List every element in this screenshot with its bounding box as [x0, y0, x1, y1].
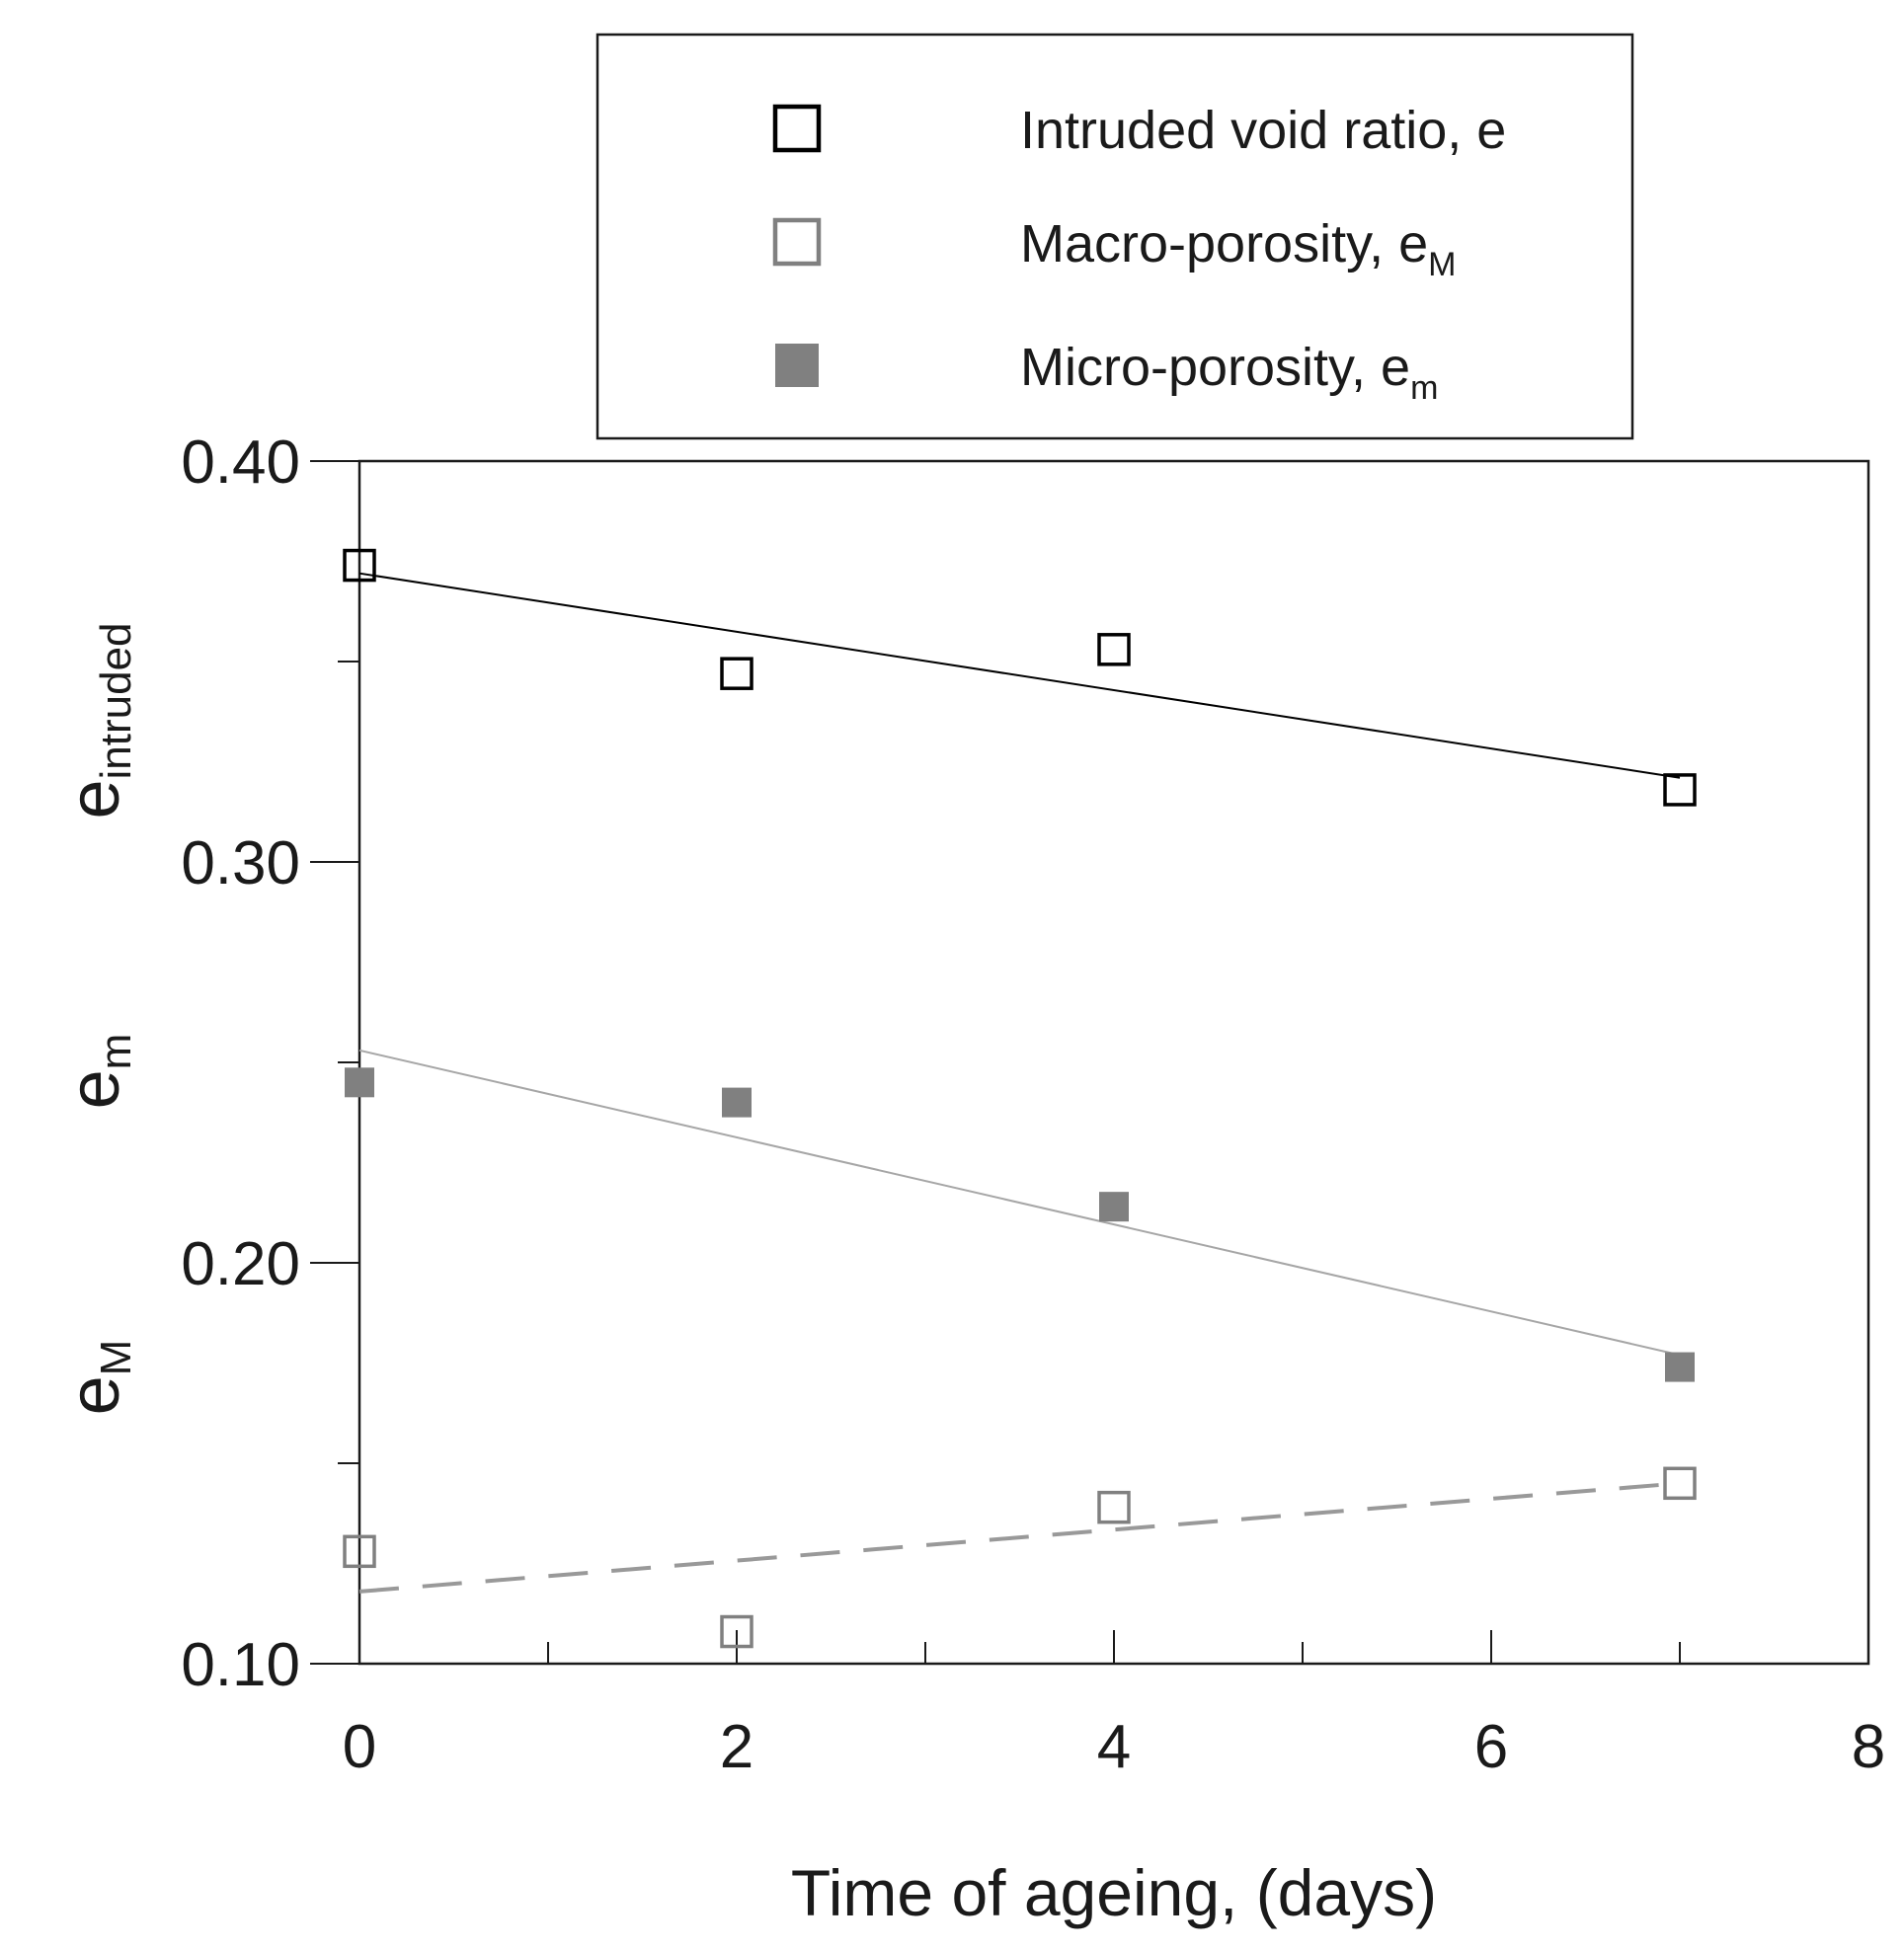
fit-line-series-2: [358, 1049, 1681, 1357]
data-point-series-0: [343, 548, 376, 583]
data-point-series-1: [720, 1614, 754, 1649]
x-tick-label: 0: [343, 1713, 376, 1781]
data-point-series-1: [1097, 1490, 1131, 1524]
y-tick-label: 0.10: [181, 1631, 300, 1699]
x-tick-label: 2: [720, 1713, 754, 1781]
x-tick-label: 4: [1097, 1713, 1131, 1781]
y-tick-label: 0.40: [181, 429, 300, 497]
legend-marker-series-2: [775, 344, 819, 387]
y-axis-label-part: eintruded: [55, 622, 140, 819]
y-tick-label: 0.20: [181, 1230, 300, 1298]
y-axis-label-part: eM: [55, 1340, 140, 1416]
legend-label-series-0: Intruded void ratio, e: [1020, 101, 1506, 160]
data-point-series-2: [1099, 1192, 1129, 1222]
x-axis-title: Time of ageing, (days): [791, 1856, 1437, 1929]
legend-label-series-2: Micro-porosity, em: [1020, 338, 1438, 407]
data-point-series-1: [343, 1534, 376, 1569]
data-point-series-0: [1663, 773, 1697, 807]
fit-lines: [358, 572, 1681, 1594]
y-tick-label: 0.30: [181, 829, 300, 897]
data-point-series-2: [722, 1087, 752, 1118]
data-markers: [343, 548, 1697, 1649]
data-point-series-1: [1663, 1466, 1697, 1501]
x-tick-label: 6: [1474, 1713, 1508, 1781]
legend: Intruded void ratio, e Macro-porosity, eM…: [595, 33, 1634, 440]
legend-box: [595, 33, 1634, 440]
data-point-series-2: [1665, 1352, 1695, 1382]
data-point-series-0: [720, 657, 754, 690]
fit-line-series-1: [358, 1481, 1681, 1594]
data-point-series-0: [1097, 633, 1131, 666]
axis-tick-labels: 0 2 4 6 8 0.10 0.20 0.30 0.40: [181, 429, 1885, 1781]
legend-marker-series-1: [772, 217, 822, 267]
legend-marker-series-0: [772, 104, 822, 153]
legend-label-series-1: Macro-porosity, eM: [1020, 214, 1456, 283]
y-axis-label-part: em: [55, 1034, 140, 1110]
data-point-series-2: [345, 1067, 374, 1098]
y-axis-title: eintruded em eM: [55, 622, 140, 1415]
fit-line-series-0: [358, 572, 1681, 779]
x-tick-label: 8: [1852, 1713, 1885, 1781]
axis-ticks: [310, 460, 1869, 1665]
